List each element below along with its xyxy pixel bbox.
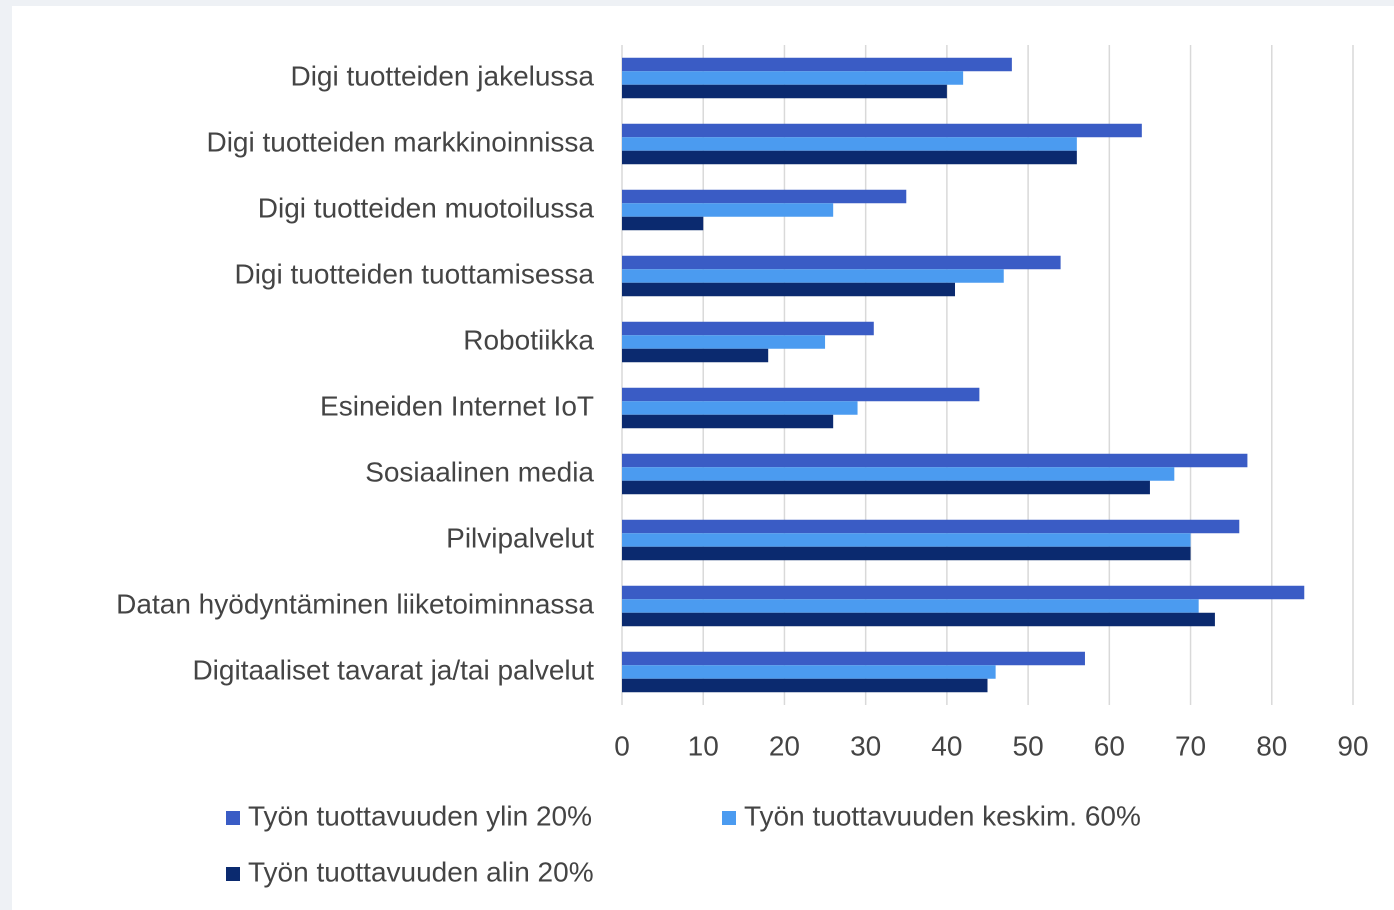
bar xyxy=(622,255,1061,270)
y-tick-label: Sosiaalinen media xyxy=(365,456,594,487)
y-tick-label: Digi tuotteiden muotoilussa xyxy=(258,192,595,223)
x-tick-label: 60 xyxy=(1094,730,1125,761)
x-tick-label: 50 xyxy=(1013,730,1044,761)
bar xyxy=(622,269,1004,283)
bar xyxy=(622,678,988,693)
legend-label: Työn tuottavuuden keskim. 60% xyxy=(744,800,1141,831)
x-tick-label: 80 xyxy=(1256,730,1287,761)
bar xyxy=(622,150,1077,165)
x-tick-label: 30 xyxy=(850,730,881,761)
bar xyxy=(622,651,1085,666)
bar xyxy=(622,599,1199,613)
bar xyxy=(622,453,1248,468)
bar xyxy=(622,533,1191,547)
bar xyxy=(622,480,1150,495)
legend-swatch xyxy=(226,867,240,881)
bar xyxy=(622,519,1240,534)
y-tick-label: Digi tuotteiden jakelussa xyxy=(290,60,594,91)
legend-swatch xyxy=(226,811,240,825)
y-tick-label: Digi tuotteiden tuottamisessa xyxy=(234,258,594,289)
y-tick-label: Digitaaliset tavarat ja/tai palvelut xyxy=(192,654,594,685)
bar xyxy=(622,57,1012,72)
bar xyxy=(622,321,874,336)
y-tick-label: Pilvipalvelut xyxy=(446,522,594,553)
x-tick-label: 10 xyxy=(688,730,719,761)
bar xyxy=(622,585,1305,600)
y-tick-label: Datan hyödyntäminen liiketoiminnassa xyxy=(116,588,594,619)
bar xyxy=(622,123,1142,138)
bar xyxy=(622,71,964,85)
y-tick-label: Digi tuotteiden markkinoinnissa xyxy=(206,126,594,157)
x-tick-label: 40 xyxy=(931,730,962,761)
legend-label: Työn tuottavuuden alin 20% xyxy=(248,856,594,887)
bar xyxy=(622,216,704,231)
y-tick-label: Esineiden Internet IoT xyxy=(320,390,594,421)
bar xyxy=(622,387,980,402)
bar xyxy=(622,189,907,204)
bar xyxy=(622,137,1077,151)
bar xyxy=(622,665,996,679)
legend-label: Työn tuottavuuden ylin 20% xyxy=(248,800,592,831)
bar xyxy=(622,414,834,429)
bar xyxy=(622,335,826,349)
x-tick-label: 20 xyxy=(769,730,800,761)
legend-swatch xyxy=(722,811,736,825)
bar xyxy=(622,612,1215,627)
bar xyxy=(622,467,1175,481)
bar xyxy=(622,401,858,415)
bar xyxy=(622,546,1191,561)
x-tick-label: 70 xyxy=(1175,730,1206,761)
bar xyxy=(622,348,769,363)
bar xyxy=(622,84,947,99)
bar xyxy=(622,282,956,297)
y-tick-label: Robotiikka xyxy=(463,324,594,355)
x-tick-label: 0 xyxy=(614,730,630,761)
bar xyxy=(622,203,834,217)
x-tick-label: 90 xyxy=(1337,730,1368,761)
